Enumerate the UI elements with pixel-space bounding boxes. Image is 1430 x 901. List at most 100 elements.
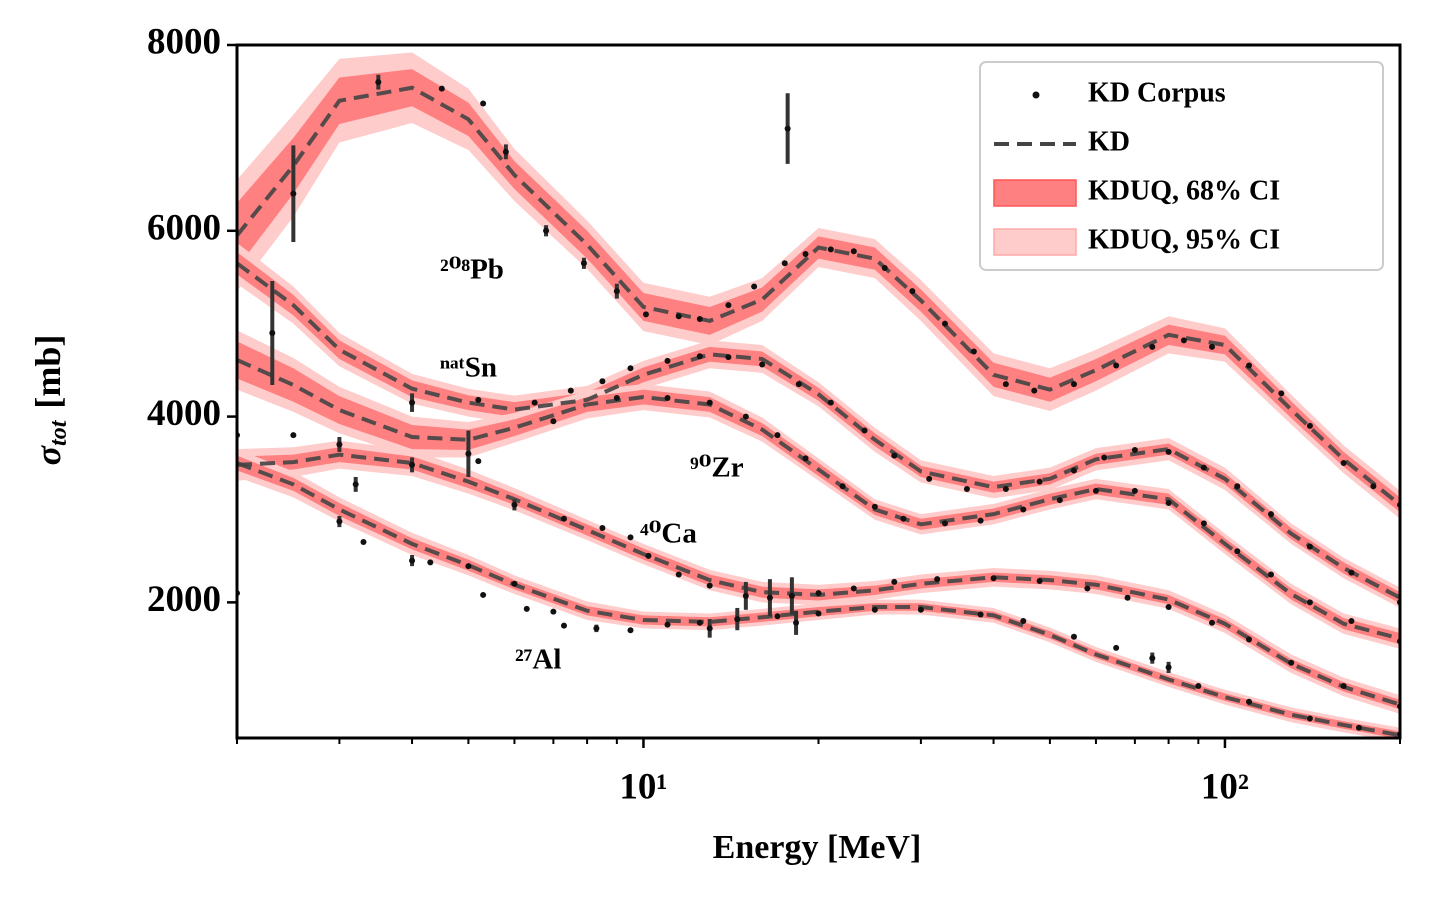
corpus-point: [802, 251, 809, 258]
corpus-point: [409, 557, 416, 564]
corpus-point: [871, 503, 878, 510]
corpus-point: [409, 399, 416, 406]
corpus-point: [1070, 467, 1077, 474]
corpus-point: [1113, 644, 1120, 651]
corpus-point: [375, 79, 382, 86]
corpus-point: [360, 538, 367, 545]
corpus-point: [696, 353, 703, 360]
corpus-point: [1124, 594, 1131, 601]
corpus-point: [511, 580, 518, 587]
corpus-point: [774, 613, 781, 620]
corpus-point: [352, 481, 359, 488]
corpus-point: [891, 578, 898, 585]
corpus-point: [1070, 381, 1077, 388]
corpus-point: [675, 571, 682, 578]
y-axis-label: σtot [mb]: [28, 335, 71, 466]
ci68-band: [237, 69, 1400, 513]
y-tick-label: 6000: [147, 207, 221, 248]
corpus-point: [881, 264, 888, 271]
corpus-point: [465, 450, 472, 457]
corpus-point: [900, 515, 907, 522]
corpus-point: [593, 625, 600, 632]
corpus-point: [1306, 599, 1313, 606]
corpus-point: [977, 517, 984, 524]
corpus-point: [941, 520, 948, 527]
corpus-point: [706, 625, 713, 632]
kd-line: [237, 358, 1400, 641]
corpus-point: [1092, 487, 1099, 494]
corpus-point: [480, 591, 487, 598]
legend-label: KDUQ, 68% CI: [1088, 175, 1280, 206]
ci95-band: [237, 330, 1400, 649]
corpus-point: [613, 395, 620, 402]
corpus-point: [891, 452, 898, 459]
corpus-point: [290, 190, 297, 197]
corpus-point: [1246, 698, 1253, 705]
corpus-point: [567, 387, 574, 394]
corpus-point: [990, 575, 997, 582]
corpus-point: [1131, 447, 1138, 454]
corpus-point: [1246, 636, 1253, 643]
nucleus-label: ²⁷Al: [515, 644, 561, 676]
corpus-point: [725, 302, 732, 309]
ci95-band: [237, 449, 1400, 738]
corpus-point: [781, 260, 788, 267]
corpus-point: [909, 288, 916, 295]
corpus-point: [742, 413, 749, 420]
legend-marker: [993, 179, 1077, 207]
corpus-point: [531, 399, 538, 406]
corpus-point: [1208, 343, 1215, 350]
corpus-point: [1165, 448, 1172, 455]
corpus-point: [511, 501, 518, 508]
corpus-point: [1036, 578, 1043, 585]
corpus-point: [543, 227, 550, 234]
corpus-point: [642, 311, 649, 318]
corpus-point: [1200, 464, 1207, 471]
corpus-point: [599, 378, 606, 385]
corpus-point: [759, 361, 766, 368]
y-tick-label: 2000: [147, 579, 221, 620]
legend-box: [979, 61, 1384, 271]
corpus-point: [742, 592, 749, 599]
corpus-point: [751, 283, 758, 290]
corpus-point: [1246, 362, 1253, 369]
y-tick-label: 8000: [147, 21, 221, 62]
corpus-point: [523, 605, 530, 612]
corpus-point: [1306, 422, 1313, 429]
corpus-point: [560, 515, 567, 522]
corpus-point: [550, 418, 557, 425]
corpus-point: [1149, 655, 1156, 662]
ci95-band: [237, 52, 1400, 519]
corpus-point: [1036, 478, 1043, 485]
corpus-point: [613, 288, 620, 295]
corpus-point: [1288, 659, 1295, 666]
corpus-point: [850, 585, 857, 592]
y-tick-label: 4000: [147, 393, 221, 434]
legend-marker: [1032, 91, 1040, 99]
corpus-point: [706, 582, 713, 589]
corpus-point: [725, 354, 732, 361]
corpus-point: [934, 576, 941, 583]
corpus-point: [788, 592, 795, 599]
nucleus-label: ⁹⁰Zr: [690, 452, 744, 484]
corpus-point: [1278, 390, 1285, 397]
x-axis-label: Energy [MeV]: [713, 829, 922, 866]
corpus-point: [1348, 569, 1355, 576]
ci68-band: [237, 455, 1400, 738]
corpus-point: [696, 619, 703, 626]
corpus-point: [734, 616, 741, 623]
corpus-point: [480, 100, 487, 107]
corpus-point: [627, 365, 634, 372]
corpus-point: [336, 441, 343, 448]
corpus-point: [290, 432, 297, 439]
ci68-band: [237, 341, 1400, 645]
corpus-point: [963, 486, 970, 493]
corpus-point: [1180, 337, 1187, 344]
corpus-point: [438, 85, 445, 92]
y-axis-unit: [mb]: [28, 335, 68, 409]
corpus-point: [917, 606, 924, 613]
corpus-point: [645, 552, 652, 559]
corpus-point: [850, 248, 857, 255]
corpus-point: [1267, 511, 1274, 518]
corpus-point: [1002, 486, 1009, 493]
